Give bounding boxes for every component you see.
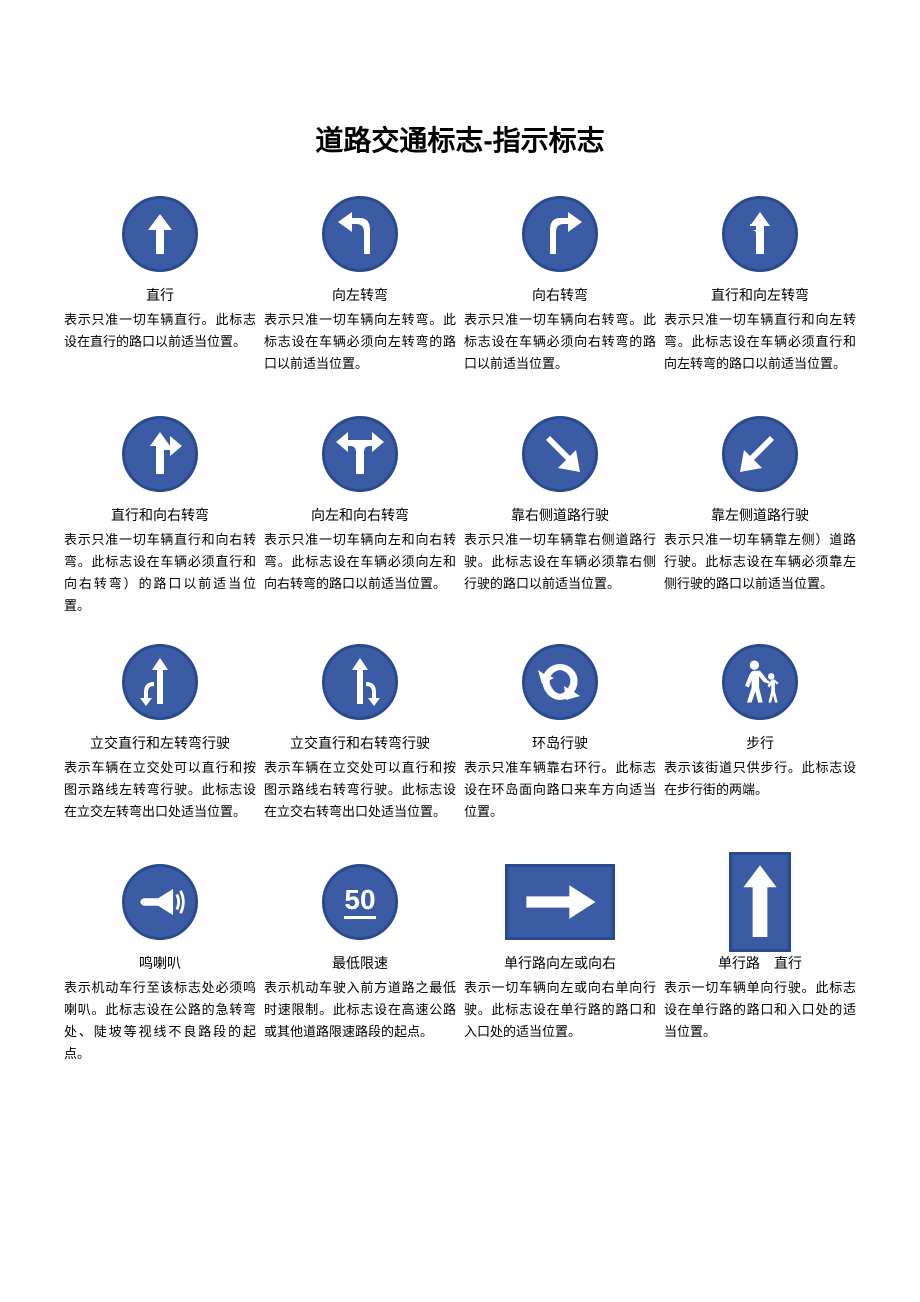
sign-description: 表示只准一切车辆直行和向右转弯。此标志设在车辆必须直行和向右转弯）的路口以前适当… [64, 529, 256, 617]
sign-label: 直行和向左转弯 [664, 285, 856, 305]
sign-description: 表示只准一切车辆向左和向右转弯。此标志设在车辆必须向左和向右转弯的路口以前适当位… [264, 529, 456, 609]
signs-grid: 直行表示只准一切车辆直行。此标志设在直行的路口以前适当位置。向左转弯表示只准一切… [60, 189, 860, 1086]
sign-cell: 直行和向右转弯表示只准一切车辆直行和向右转弯。此标志设在车辆必须直行和向右转弯）… [60, 409, 260, 637]
sign-description: 表示只准一切车辆向左转弯。此标志设在车辆必须向左转弯的路口以前适当位置。 [264, 309, 456, 389]
sign-label: 立交直行和左转弯行驶 [64, 733, 256, 753]
oneway-right-icon [505, 864, 615, 940]
sign-cell: 向左和向右转弯表示只准一切车辆向左和向右转弯。此标志设在车辆必须向左和向右转弯的… [260, 409, 460, 637]
sign-description: 表示机动车驶入前方道路之最低时速限制。此标志设在高速公路或其他道路限速路段的起点… [264, 977, 456, 1057]
sign-cell: 单行路向左或向右表示一切车辆向左或向右单向行驶。此标志设在单行路的路口和入口处的… [460, 857, 660, 1085]
sign-cell: 直行和向左转弯表示只准一切车辆直行和向左转弯。此标志设在车辆必须直行和向左转弯的… [660, 189, 860, 409]
sign-wrap [264, 189, 456, 279]
sign-wrap [64, 637, 256, 727]
sign-description: 表示只准一切车辆靠左侧）道路行驶。此标志设在车辆必须靠左侧行驶的路口以前适当位置… [664, 529, 856, 609]
sign-label: 立交直行和右转弯行驶 [264, 733, 456, 753]
sign-description: 表示该街道只供步行。此标志设在步行街的两端。 [664, 757, 856, 837]
sign-wrap [664, 637, 856, 727]
page: 道路交通标志-指示标志 直行表示只准一切车辆直行。此标志设在直行的路口以前适当位… [0, 0, 920, 1146]
sign-description: 表示车辆在立交处可以直行和按图示路线右转弯行驶。此标志设在立交右转弯出口处适当位… [264, 757, 456, 837]
sign-description: 表示只准一切车辆靠右侧道路行驶。此标志设在车辆必须靠右侧行驶的路口以前适当位置。 [464, 529, 656, 609]
sign-label: 单行路向左或向右 [464, 953, 656, 973]
sign-wrap [464, 189, 656, 279]
sign-cell: 步行表示该街道只供步行。此标志设在步行街的两端。 [660, 637, 860, 857]
sign-wrap [64, 189, 256, 279]
sign-cell: 50 最低限速表示机动车驶入前方道路之最低时速限制。此标志设在高速公路或其他道路限… [260, 857, 460, 1085]
interchange-right-icon [322, 644, 398, 720]
sign-cell: 靠左侧道路行驶表示只准一切车辆靠左侧）道路行驶。此标志设在车辆必须靠左侧行驶的路… [660, 409, 860, 637]
page-title: 道路交通标志-指示标志 [60, 119, 860, 159]
arrow-up-icon [122, 196, 198, 272]
sign-wrap [64, 409, 256, 499]
sign-wrap [264, 637, 456, 727]
sign-description: 表示只准一切车辆直行和向左转弯。此标志设在车辆必须直行和向左转弯的路口以前适当位… [664, 309, 856, 389]
sign-cell: 立交直行和左转弯行驶表示车辆在立交处可以直行和按图示路线左转弯行驶。此标志设在立… [60, 637, 260, 857]
sign-label: 环岛行驶 [464, 733, 656, 753]
sign-label: 靠左侧道路行驶 [664, 505, 856, 525]
arrow-up-left-icon [722, 196, 798, 272]
sign-description: 表示一切车辆向左或向右单向行驶。此标志设在单行路的路口和入口处的适当位置。 [464, 977, 656, 1057]
arrow-left-right-icon [322, 416, 398, 492]
sign-wrap [464, 857, 656, 947]
sign-label: 向右转弯 [464, 285, 656, 305]
sign-description: 表示车辆在立交处可以直行和按图示路线左转弯行驶。此标志设在立交左转弯出口处适当位… [64, 757, 256, 837]
sign-wrap [664, 189, 856, 279]
arrow-down-left-icon [722, 416, 798, 492]
sign-label: 靠右侧道路行驶 [464, 505, 656, 525]
arrow-right-turn-icon [522, 196, 598, 272]
sign-label: 最低限速 [264, 953, 456, 973]
sign-cell: 向左转弯表示只准一切车辆向左转弯。此标志设在车辆必须向左转弯的路口以前适当位置。 [260, 189, 460, 409]
sign-label: 向左转弯 [264, 285, 456, 305]
sign-label: 向左和向右转弯 [264, 505, 456, 525]
pedestrian-icon [722, 644, 798, 720]
sign-cell: 向右转弯表示只准一切车辆向右转弯。此标志设在车辆必须向右转弯的路口以前适当位置。 [460, 189, 660, 409]
sign-label: 直行 [64, 285, 256, 305]
arrow-down-right-icon [522, 416, 598, 492]
sign-cell: 单行路 直行表示一切车辆单向行驶。此标志设在单行路的路口和入口处的适当位置。 [660, 857, 860, 1085]
horn-icon [122, 864, 198, 940]
sign-description: 表示一切车辆单向行驶。此标志设在单行路的路口和入口处的适当位置。 [664, 977, 856, 1057]
sign-description: 表示只准一切车辆直行。此标志设在直行的路口以前适当位置。 [64, 309, 256, 389]
sign-wrap [464, 409, 656, 499]
sign-label: 直行和向右转弯 [64, 505, 256, 525]
sign-wrap [264, 409, 456, 499]
sign-label: 步行 [664, 733, 856, 753]
sign-description: 表示只准车辆靠右环行。此标志设在环岛面向路口来车方向适当位置。 [464, 757, 656, 837]
arrow-left-turn-icon [322, 196, 398, 272]
sign-description: 表示机动车行至该标志处必须鸣喇叭。此标志设在公路的急转弯处、陡坡等视线不良路段的… [64, 977, 256, 1065]
speed-50-icon: 50 [322, 864, 398, 940]
sign-wrap [664, 857, 856, 947]
sign-wrap [664, 409, 856, 499]
sign-wrap [464, 637, 656, 727]
sign-cell: 靠右侧道路行驶表示只准一切车辆靠右侧道路行驶。此标志设在车辆必须靠右侧行驶的路口… [460, 409, 660, 637]
interchange-left-icon [122, 644, 198, 720]
sign-label: 鸣喇叭 [64, 953, 256, 973]
speed-value: 50 [344, 886, 375, 919]
arrow-up-right-icon [122, 416, 198, 492]
sign-cell: 鸣喇叭表示机动车行至该标志处必须鸣喇叭。此标志设在公路的急转弯处、陡坡等视线不良… [60, 857, 260, 1085]
sign-wrap [64, 857, 256, 947]
sign-description: 表示只准一切车辆向右转弯。此标志设在车辆必须向右转弯的路口以前适当位置。 [464, 309, 656, 389]
sign-cell: 立交直行和右转弯行驶表示车辆在立交处可以直行和按图示路线右转弯行驶。此标志设在立… [260, 637, 460, 857]
sign-cell: 环岛行驶表示只准车辆靠右环行。此标志设在环岛面向路口来车方向适当位置。 [460, 637, 660, 857]
oneway-up-icon [729, 852, 791, 952]
roundabout-icon [522, 644, 598, 720]
sign-label: 单行路 直行 [664, 953, 856, 973]
sign-cell: 直行表示只准一切车辆直行。此标志设在直行的路口以前适当位置。 [60, 189, 260, 409]
sign-wrap: 50 [264, 857, 456, 947]
